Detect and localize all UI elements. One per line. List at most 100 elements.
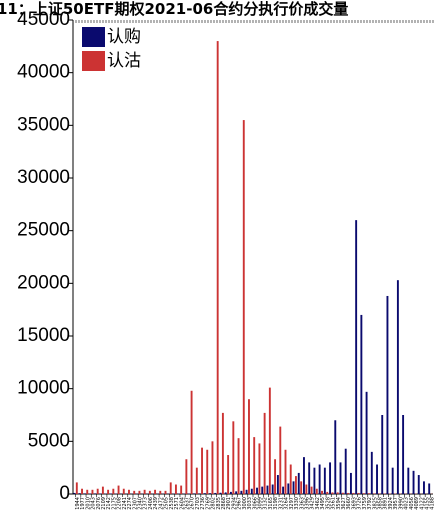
x-tick-label: 3825 — [372, 497, 378, 510]
call-bar — [271, 484, 274, 494]
put-bar — [107, 489, 110, 494]
call-bar — [344, 448, 347, 494]
call-bar — [313, 467, 316, 494]
call-bar — [297, 472, 300, 494]
put-bar — [347, 492, 350, 494]
put-bar — [268, 387, 271, 494]
put-bar — [289, 464, 292, 494]
x-tick-label: 3594 — [336, 497, 342, 510]
y-tick-label: 5000 — [28, 430, 70, 451]
call-bar — [376, 464, 378, 494]
x-tick-label: 2736 — [200, 497, 206, 510]
put-bar — [305, 484, 308, 494]
put-bar — [232, 421, 235, 494]
call-bar — [365, 391, 368, 494]
x-tick-label: 3759 — [362, 497, 368, 510]
put-bar — [362, 493, 365, 494]
call-bar — [282, 486, 285, 494]
put-bar — [326, 491, 329, 494]
call-bar — [303, 457, 305, 494]
x-tick-label: 3891 — [383, 497, 389, 510]
put-bar — [154, 489, 157, 494]
call-bar — [229, 491, 232, 494]
x-tick-label: 2472 — [158, 497, 164, 510]
put-bar — [159, 490, 162, 494]
put-bar — [294, 476, 297, 494]
x-tick-label: 3627 — [341, 497, 347, 510]
call-bar — [203, 493, 206, 494]
x-tick-label: 3363 — [299, 497, 305, 510]
x-tick-label: 2439 — [153, 497, 159, 510]
x-tick-label: 2109 — [101, 497, 107, 510]
x-tick-label: 2802 — [211, 497, 217, 510]
plot-area: 0 5000 10000 15000 20000 25000 30000 35000 40000… — [17, 9, 435, 510]
call-bar — [308, 462, 311, 494]
x-tick-label: 3462 — [315, 497, 321, 510]
put-bar — [227, 455, 230, 494]
put-bar — [185, 459, 188, 494]
put-bar — [310, 486, 313, 494]
call-bar — [355, 220, 358, 494]
put-bar — [195, 467, 198, 494]
x-tick-label: 2340 — [138, 497, 144, 510]
call-bar — [339, 462, 342, 494]
put-bar — [284, 449, 287, 494]
y-tick-label: 25000 — [17, 220, 70, 241]
legend-label: 认购 — [107, 27, 141, 47]
x-tick-label: 3132 — [263, 497, 269, 510]
x-tick-label: 2175 — [111, 497, 117, 510]
call-bar — [391, 467, 394, 494]
call-bar — [334, 420, 337, 494]
put-bar — [300, 481, 303, 494]
legend-swatch — [82, 51, 105, 71]
call-bar — [245, 489, 248, 494]
put-bar — [117, 485, 120, 494]
x-tick-label: 3231 — [278, 497, 284, 510]
x-tick-label: 3429 — [310, 497, 316, 510]
y-tick-label: 10000 — [17, 378, 70, 399]
put-bar — [211, 441, 214, 494]
x-tick-label: 2076 — [96, 497, 102, 510]
x-tick-label: 1944 — [75, 497, 81, 510]
x-tick-label: 3198 — [273, 497, 279, 510]
x-tick-label: 2241 — [122, 497, 128, 510]
call-bar — [428, 483, 431, 494]
call-bar — [188, 493, 191, 494]
x-tick-label: 4122 — [419, 497, 425, 510]
put-bar — [321, 490, 323, 494]
x-tick-label: 2406 — [148, 497, 154, 510]
x-tick-label: 2043 — [91, 497, 97, 510]
call-bar — [360, 314, 363, 494]
legend-label: 认沽 — [107, 51, 141, 71]
call-bar — [235, 491, 238, 494]
x-tick-label: 3792 — [367, 497, 373, 510]
call-bar — [219, 492, 222, 494]
put-bar — [216, 41, 219, 494]
y-tick-label: 40000 — [17, 62, 70, 83]
x-tick-label: 2703 — [195, 497, 201, 510]
put-bar — [242, 120, 245, 494]
put-bar — [75, 482, 78, 494]
put-bar — [143, 489, 146, 494]
put-bar — [378, 493, 381, 494]
x-tick-label: 2604 — [179, 497, 185, 510]
x-tick-label: 3495 — [320, 497, 326, 510]
put-bar — [96, 488, 99, 494]
call-bar — [240, 490, 243, 494]
call-bar — [78, 493, 81, 494]
call-bar — [214, 492, 217, 494]
put-bar — [248, 399, 250, 494]
call-bar — [323, 467, 326, 494]
put-bar — [331, 492, 334, 494]
put-bar — [357, 492, 360, 494]
x-tick-label: 3099 — [258, 497, 264, 510]
call-bar — [349, 472, 352, 494]
x-tick-label: 2208 — [117, 497, 123, 510]
x-tick-label: 3726 — [357, 497, 363, 510]
x-tick-label: 3858 — [378, 497, 384, 510]
x-tick-label: 2571 — [174, 497, 180, 510]
x-tick-label: 2274 — [127, 497, 133, 510]
call-bar — [412, 470, 415, 494]
x-tick-label: 4188 — [430, 497, 435, 510]
x-tick-label: 3000 — [242, 497, 248, 510]
